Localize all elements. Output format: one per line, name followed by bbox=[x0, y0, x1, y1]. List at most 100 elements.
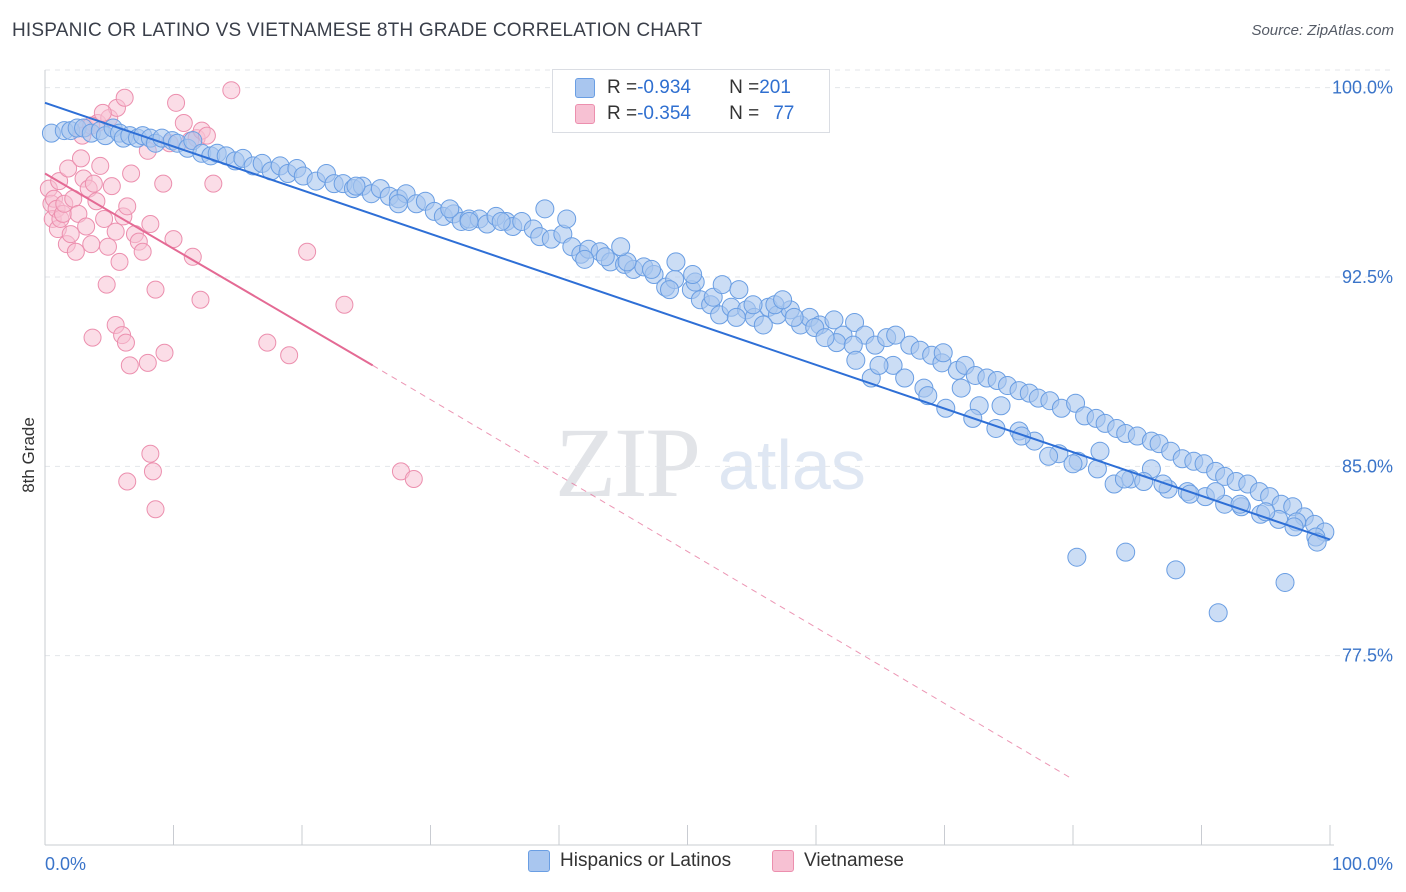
hispanic-point bbox=[660, 280, 680, 300]
vietnamese-point bbox=[77, 217, 96, 236]
vietnamese-point bbox=[141, 214, 160, 233]
hispanic-point bbox=[729, 280, 749, 300]
bottom-legend-hispanic: Hispanics or Latinos bbox=[528, 850, 731, 872]
vietnamese-point bbox=[122, 164, 141, 183]
hispanic-point bbox=[459, 211, 479, 231]
hispanic-point bbox=[1063, 454, 1083, 474]
hispanic-point bbox=[440, 199, 460, 219]
hispanic-point bbox=[388, 194, 408, 214]
hispanic-point bbox=[712, 275, 732, 295]
vietnamese-point bbox=[141, 444, 160, 463]
legend-row-vietnamese: R = -0.354 N = 77 bbox=[575, 102, 794, 126]
hispanic-point bbox=[933, 343, 953, 363]
hispanic-point bbox=[491, 211, 511, 231]
vietnamese-point bbox=[115, 88, 134, 107]
vietnamese-point bbox=[155, 343, 174, 362]
x-tick-label: 0.0% bbox=[45, 854, 86, 874]
vietnamese-point bbox=[61, 225, 80, 244]
vietnamese-point bbox=[133, 242, 152, 261]
pink-swatch bbox=[575, 104, 595, 124]
hispanic-point bbox=[753, 315, 773, 335]
hispanic-point bbox=[666, 252, 686, 272]
legend-n-value: 77 bbox=[773, 103, 795, 124]
hispanic-point bbox=[845, 312, 865, 332]
vietnamese-point bbox=[102, 177, 121, 196]
y-tick-label: 100.0% bbox=[1332, 78, 1393, 98]
hispanic-point bbox=[886, 325, 906, 345]
hispanic-point bbox=[535, 199, 555, 219]
vietnamese-point bbox=[258, 333, 277, 352]
hispanic-point bbox=[815, 328, 835, 348]
hispanic-points bbox=[41, 118, 1335, 623]
hispanic-point bbox=[346, 176, 366, 196]
vietnamese-point bbox=[110, 252, 129, 271]
legend-r-label: R = bbox=[607, 103, 638, 124]
bottom-legend-label: Vietnamese bbox=[804, 850, 904, 871]
vietnamese-point bbox=[143, 462, 162, 481]
vietnamese-point bbox=[95, 209, 114, 228]
hispanic-point bbox=[991, 396, 1011, 416]
vietnamese-point bbox=[154, 174, 173, 193]
vietnamese-point bbox=[84, 174, 103, 193]
hispanic-point bbox=[726, 307, 746, 327]
vietnamese-point bbox=[97, 275, 116, 294]
vietnamese-point bbox=[183, 247, 202, 266]
legend-r-label: R = bbox=[607, 77, 638, 98]
hispanic-point bbox=[773, 290, 793, 310]
y-tick-label: 85.0% bbox=[1342, 456, 1393, 476]
vietnamese-point bbox=[59, 159, 78, 178]
vietnamese-point bbox=[66, 242, 85, 261]
pink-swatch bbox=[772, 850, 794, 872]
hispanic-point bbox=[1116, 542, 1136, 562]
vietnamese-point bbox=[82, 235, 101, 254]
vietnamese-point bbox=[83, 328, 102, 347]
hispanic-point bbox=[1039, 446, 1059, 466]
vietnamese-trend-extension bbox=[372, 364, 1074, 780]
hispanic-point bbox=[951, 378, 971, 398]
trend-lines bbox=[44, 101, 1331, 780]
vietnamese-point bbox=[335, 295, 354, 314]
hispanic-point bbox=[1067, 547, 1087, 567]
blue-swatch bbox=[528, 850, 550, 872]
legend-n-value: 201 bbox=[759, 77, 791, 98]
vietnamese-point bbox=[71, 149, 90, 168]
vietnamese-point bbox=[146, 280, 165, 299]
hispanic-point bbox=[683, 264, 703, 284]
watermark-atlas: atlas bbox=[718, 426, 866, 504]
vietnamese-point bbox=[118, 472, 137, 491]
hispanic-point bbox=[918, 386, 938, 406]
hispanic-point bbox=[1166, 560, 1186, 580]
vietnamese-points bbox=[39, 81, 423, 519]
legend-n-label: N = bbox=[729, 77, 760, 98]
vietnamese-point bbox=[204, 174, 223, 193]
vietnamese-point bbox=[174, 114, 193, 133]
vietnamese-point bbox=[116, 333, 135, 352]
vietnamese-point bbox=[222, 81, 241, 100]
vietnamese-point bbox=[146, 500, 165, 519]
hispanic-point bbox=[1153, 474, 1173, 494]
x-tick-label: 100.0% bbox=[1332, 854, 1393, 874]
hispanic-point bbox=[557, 209, 577, 229]
y-tick-label: 77.5% bbox=[1342, 646, 1393, 666]
hispanic-point bbox=[824, 310, 844, 330]
hispanic-point bbox=[1275, 572, 1295, 592]
hispanic-point bbox=[743, 295, 763, 315]
vietnamese-trend-line bbox=[44, 172, 374, 367]
bottom-legend-label: Hispanics or Latinos bbox=[560, 850, 732, 871]
hispanic-point bbox=[869, 355, 889, 375]
legend-row-hispanic: R = -0.934 N = 201 bbox=[575, 76, 791, 100]
vietnamese-point bbox=[120, 356, 139, 375]
vietnamese-point bbox=[167, 93, 186, 112]
bottom-legend-vietnamese: Vietnamese bbox=[772, 850, 904, 872]
hispanic-point bbox=[611, 237, 631, 257]
hispanic-point bbox=[595, 247, 615, 267]
watermark-zip: ZIP bbox=[555, 407, 701, 518]
hispanic-point bbox=[784, 307, 804, 327]
vietnamese-point bbox=[98, 237, 117, 256]
vietnamese-point bbox=[91, 156, 110, 175]
hispanic-point bbox=[1012, 426, 1032, 446]
vietnamese-point bbox=[118, 197, 137, 216]
legend-n-label: N = bbox=[729, 103, 760, 124]
vietnamese-point bbox=[298, 242, 317, 261]
